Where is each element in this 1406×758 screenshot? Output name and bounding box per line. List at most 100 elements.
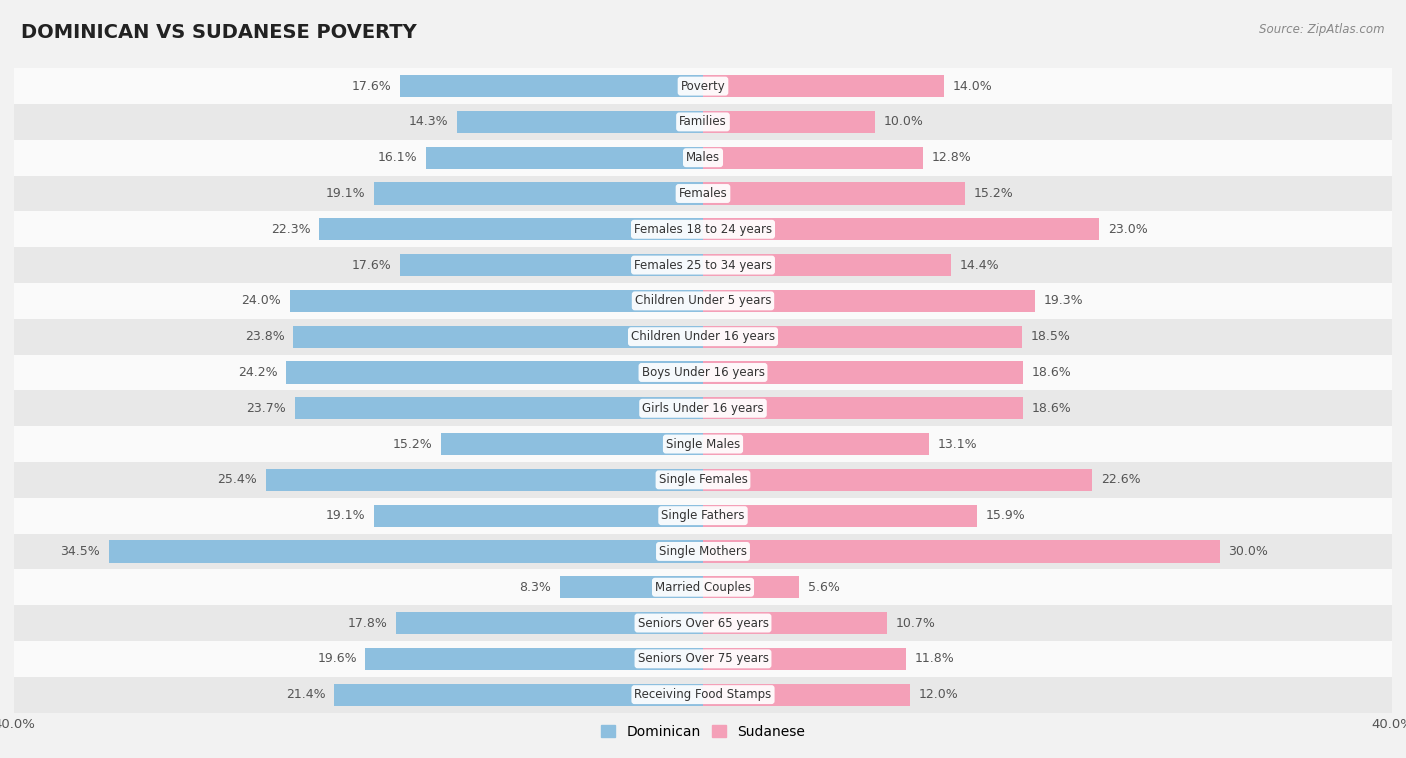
Text: DOMINICAN VS SUDANESE POVERTY: DOMINICAN VS SUDANESE POVERTY [21, 23, 416, 42]
Text: 24.0%: 24.0% [242, 294, 281, 308]
Text: Males: Males [686, 151, 720, 164]
Text: Married Couples: Married Couples [655, 581, 751, 594]
Bar [14, 641, 1392, 677]
Bar [14, 677, 1392, 713]
Bar [266, 468, 703, 491]
Text: 5.6%: 5.6% [808, 581, 839, 594]
Text: 30.0%: 30.0% [1229, 545, 1268, 558]
Text: Children Under 16 years: Children Under 16 years [631, 330, 775, 343]
Bar [703, 254, 950, 276]
Text: 25.4%: 25.4% [217, 473, 257, 487]
Bar [426, 146, 703, 169]
Text: 14.4%: 14.4% [960, 258, 1000, 271]
Bar [703, 540, 1219, 562]
Text: 10.0%: 10.0% [884, 115, 924, 128]
Bar [396, 612, 703, 634]
Text: Boys Under 16 years: Boys Under 16 years [641, 366, 765, 379]
Bar [703, 183, 965, 205]
Text: 12.8%: 12.8% [932, 151, 972, 164]
Text: Receiving Food Stamps: Receiving Food Stamps [634, 688, 772, 701]
Text: 18.6%: 18.6% [1032, 366, 1071, 379]
Bar [14, 462, 1392, 498]
Text: Children Under 5 years: Children Under 5 years [634, 294, 772, 308]
Bar [14, 176, 1392, 211]
Text: 19.1%: 19.1% [326, 187, 366, 200]
Bar [14, 426, 1392, 462]
Text: 17.6%: 17.6% [352, 80, 391, 92]
Bar [703, 111, 875, 133]
Bar [399, 75, 703, 97]
Bar [703, 146, 924, 169]
Bar [292, 326, 703, 348]
Bar [703, 326, 1022, 348]
Bar [14, 534, 1392, 569]
Bar [14, 283, 1392, 319]
Bar [287, 362, 703, 384]
Text: Females: Females [679, 187, 727, 200]
Text: Females 25 to 34 years: Females 25 to 34 years [634, 258, 772, 271]
Bar [703, 468, 1092, 491]
Bar [14, 247, 1392, 283]
Text: Females 18 to 24 years: Females 18 to 24 years [634, 223, 772, 236]
Legend: Dominican, Sudanese: Dominican, Sudanese [596, 719, 810, 744]
Bar [366, 648, 703, 670]
Bar [335, 684, 703, 706]
Text: 12.0%: 12.0% [918, 688, 957, 701]
Text: 17.8%: 17.8% [347, 616, 388, 630]
Text: 14.0%: 14.0% [953, 80, 993, 92]
Text: 15.2%: 15.2% [973, 187, 1014, 200]
Bar [374, 183, 703, 205]
Text: 18.5%: 18.5% [1031, 330, 1070, 343]
Text: 15.2%: 15.2% [392, 437, 433, 450]
Bar [14, 139, 1392, 176]
Bar [703, 218, 1099, 240]
Bar [14, 319, 1392, 355]
Text: Source: ZipAtlas.com: Source: ZipAtlas.com [1260, 23, 1385, 36]
Bar [703, 684, 910, 706]
Bar [319, 218, 703, 240]
Bar [703, 648, 907, 670]
Bar [399, 254, 703, 276]
Text: Single Females: Single Females [658, 473, 748, 487]
Text: Girls Under 16 years: Girls Under 16 years [643, 402, 763, 415]
Bar [457, 111, 703, 133]
Bar [703, 362, 1024, 384]
Bar [374, 505, 703, 527]
Text: 18.6%: 18.6% [1032, 402, 1071, 415]
Bar [290, 290, 703, 312]
Bar [108, 540, 703, 562]
Bar [703, 397, 1024, 419]
Bar [14, 104, 1392, 139]
Bar [14, 569, 1392, 605]
Bar [295, 397, 703, 419]
Text: 16.1%: 16.1% [377, 151, 418, 164]
Text: 11.8%: 11.8% [915, 653, 955, 666]
Text: 34.5%: 34.5% [60, 545, 100, 558]
Text: 22.3%: 22.3% [271, 223, 311, 236]
Text: 23.7%: 23.7% [246, 402, 287, 415]
Bar [14, 498, 1392, 534]
Bar [703, 612, 887, 634]
Text: 14.3%: 14.3% [409, 115, 449, 128]
Text: Single Fathers: Single Fathers [661, 509, 745, 522]
Text: 19.1%: 19.1% [326, 509, 366, 522]
Text: Single Males: Single Males [666, 437, 740, 450]
Text: 21.4%: 21.4% [287, 688, 326, 701]
Text: 10.7%: 10.7% [896, 616, 936, 630]
Text: Seniors Over 65 years: Seniors Over 65 years [637, 616, 769, 630]
Bar [703, 290, 1035, 312]
Text: 15.9%: 15.9% [986, 509, 1025, 522]
Text: Seniors Over 75 years: Seniors Over 75 years [637, 653, 769, 666]
Bar [703, 433, 928, 455]
Text: 22.6%: 22.6% [1101, 473, 1140, 487]
Bar [14, 211, 1392, 247]
Text: Poverty: Poverty [681, 80, 725, 92]
Text: 23.8%: 23.8% [245, 330, 284, 343]
Text: 24.2%: 24.2% [238, 366, 277, 379]
Text: 13.1%: 13.1% [938, 437, 977, 450]
Bar [14, 355, 1392, 390]
Bar [703, 576, 800, 598]
Text: 17.6%: 17.6% [352, 258, 391, 271]
Bar [441, 433, 703, 455]
Text: Families: Families [679, 115, 727, 128]
